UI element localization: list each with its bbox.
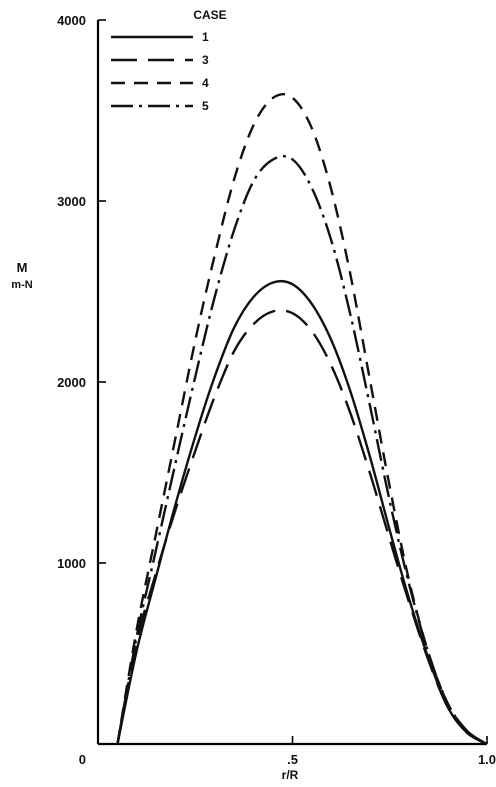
legend-label-case-4: 4 (202, 76, 209, 90)
x-tick-label: 1.0 (478, 752, 496, 767)
x-tick-label: .5 (287, 752, 298, 767)
axis-labels: Mm-N r/R (11, 260, 298, 782)
y-tick-label: 1000 (57, 556, 86, 571)
y-tick-label: 4000 (57, 13, 86, 28)
x-tick-label: 0 (79, 752, 86, 767)
legend-label-case-3: 3 (202, 53, 209, 67)
series-lines (116, 93, 488, 746)
legend-title: CASE (193, 8, 226, 22)
legend: CASE 1 3 4 5 (111, 8, 227, 113)
legend-label-case-1: 1 (202, 30, 209, 44)
y-axis-label-line1: M (17, 260, 28, 275)
series-line-case-4 (116, 93, 488, 746)
series-line-case-1 (116, 279, 488, 746)
tick-labels: 1000 2000 3000 4000 0 .5 1.0 (57, 13, 496, 767)
x-axis-label: r/R (282, 768, 299, 782)
series-line-case-5 (116, 155, 488, 746)
y-axis-label-line2: m-N (11, 279, 32, 291)
y-tick-label: 2000 (57, 375, 86, 390)
legend-label-case-5: 5 (202, 99, 209, 113)
axes (96, 19, 488, 746)
series-line-case-3 (116, 309, 488, 746)
y-tick-label: 3000 (57, 194, 86, 209)
